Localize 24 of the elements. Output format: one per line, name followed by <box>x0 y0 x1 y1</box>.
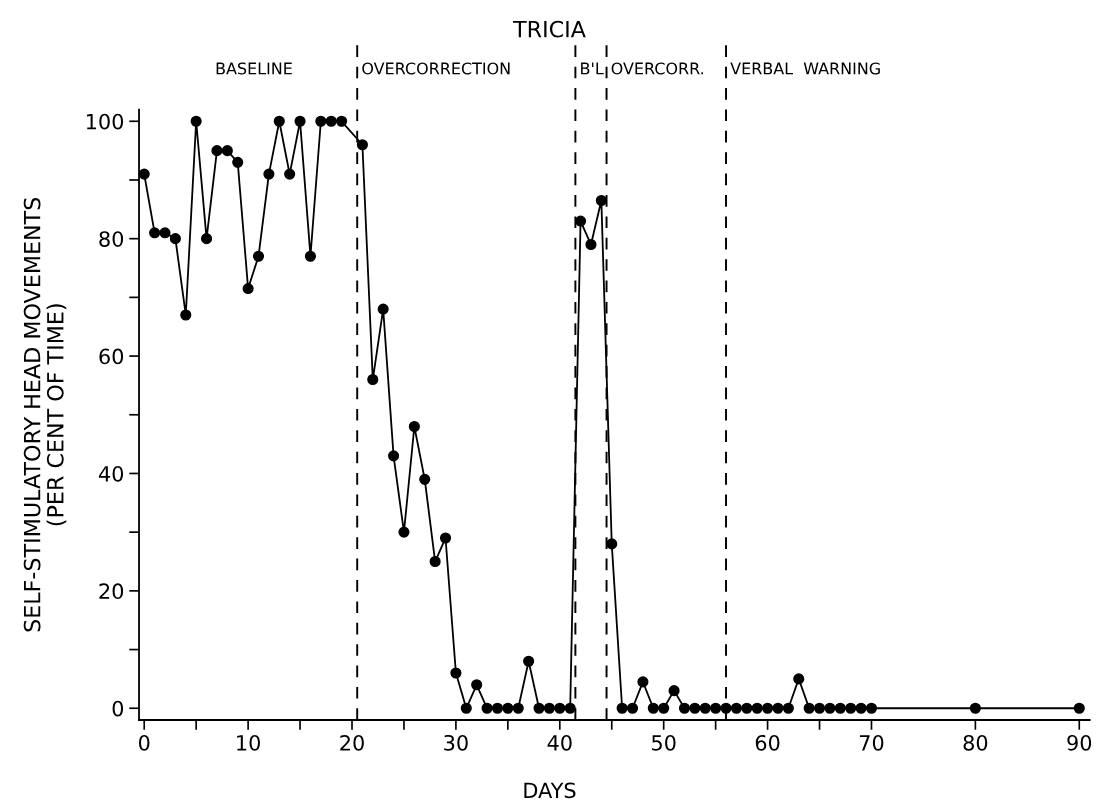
x-tick-label: 80 <box>963 734 988 751</box>
ref-line-label: OVERCORRECTION <box>362 62 510 75</box>
y-tick-label: 100 <box>86 113 124 130</box>
x-tick-label: 10 <box>237 734 260 751</box>
y-tick-label: 40 <box>98 465 124 482</box>
y-tick-label: 80 <box>99 231 124 247</box>
y-tick-label: 20 <box>99 583 124 600</box>
x-tick-label: 40 <box>547 734 572 751</box>
x-tick-label: 20 <box>340 734 364 751</box>
text: BASELINE <box>216 62 292 75</box>
x-tick-label: 50 <box>652 734 676 751</box>
ref-line-label: VERBAL WARNING <box>730 62 880 75</box>
x-tick-label: 90 <box>1067 734 1092 751</box>
y-tick-label: 0 <box>112 700 124 717</box>
ref-line-label: OVERCORR. <box>611 62 704 75</box>
x-tick-label: 30 <box>444 734 468 751</box>
y-axis-title: SELF-STIMULATORY HEAD MOVEMENTS (PER CENT OF TIME) <box>23 197 67 632</box>
x-tick-label: 60 <box>755 734 780 751</box>
x-tick-label: 70 <box>859 734 884 751</box>
ref-line-label: B'L <box>581 62 604 75</box>
x-axis-title: DAYS <box>524 782 576 799</box>
chart-title: TRICIA <box>513 20 586 38</box>
y-tick-label: 60 <box>99 348 124 365</box>
x-tick-label: 0 <box>138 734 150 751</box>
